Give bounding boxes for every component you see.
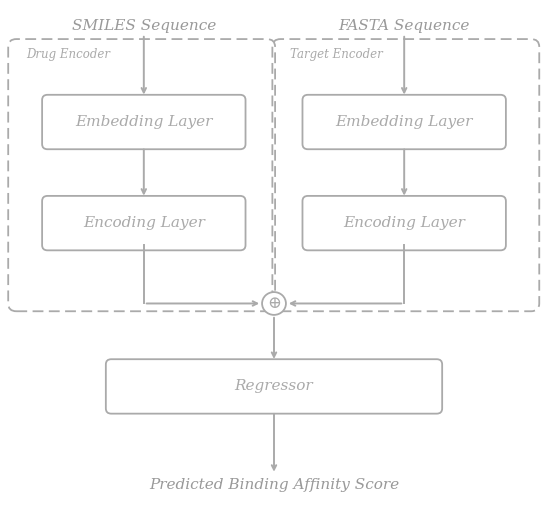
Text: Encoding Layer: Encoding Layer [343, 216, 465, 230]
FancyBboxPatch shape [302, 95, 506, 149]
Text: Encoding Layer: Encoding Layer [83, 216, 205, 230]
Text: Target Encoder: Target Encoder [290, 48, 383, 61]
FancyBboxPatch shape [106, 359, 442, 413]
Text: Embedding Layer: Embedding Layer [75, 115, 213, 129]
Text: Embedding Layer: Embedding Layer [335, 115, 473, 129]
FancyBboxPatch shape [302, 196, 506, 250]
FancyBboxPatch shape [42, 95, 246, 149]
FancyBboxPatch shape [42, 196, 246, 250]
Text: SMILES Sequence: SMILES Sequence [72, 19, 216, 33]
Text: Predicted Binding Affinity Score: Predicted Binding Affinity Score [149, 478, 399, 492]
Circle shape [262, 292, 286, 315]
Text: Drug Encoder: Drug Encoder [26, 48, 110, 61]
Text: ⊕: ⊕ [267, 295, 281, 312]
Text: FASTA Sequence: FASTA Sequence [339, 19, 470, 33]
Text: Regressor: Regressor [235, 379, 313, 394]
